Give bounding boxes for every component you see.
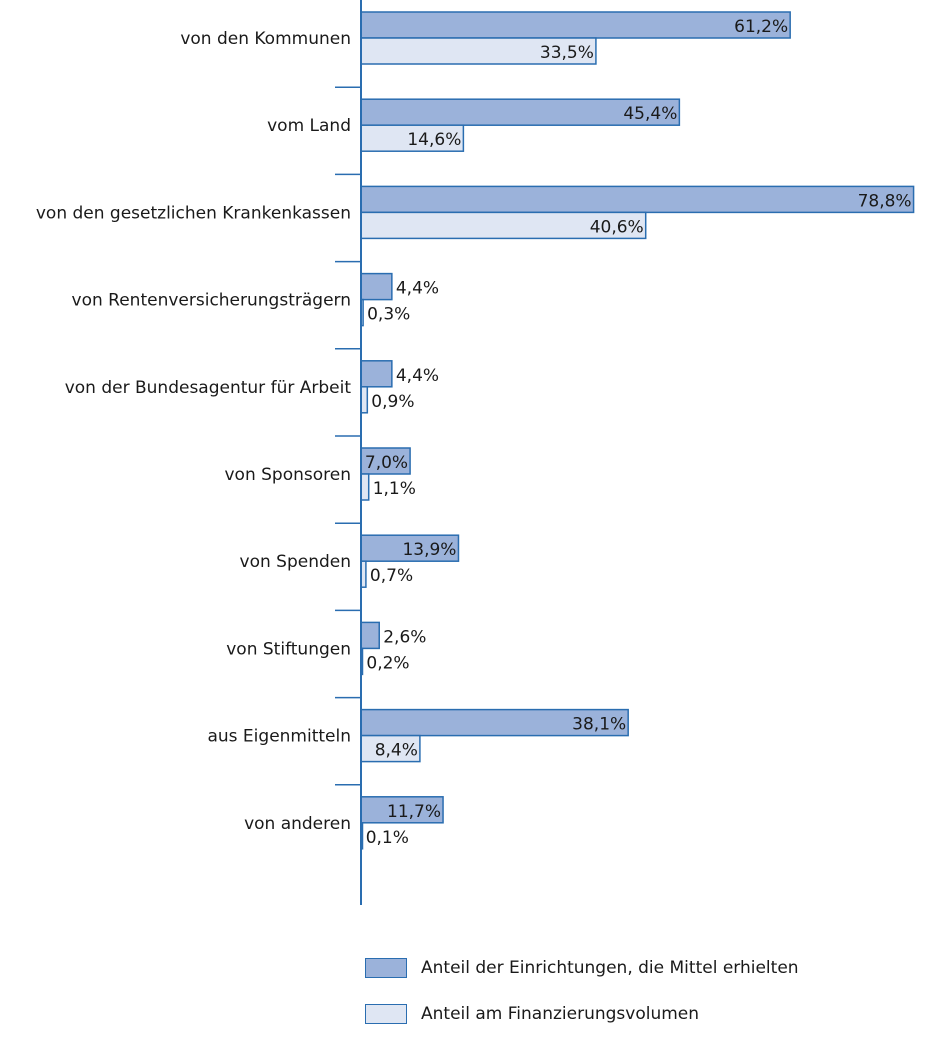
bar-series-1 <box>360 11 791 39</box>
data-label: 1,1% <box>373 479 416 499</box>
data-label: 4,4% <box>396 366 439 386</box>
data-label: 7,0% <box>365 453 408 473</box>
data-label: 33,5% <box>540 43 594 63</box>
data-label: 0,2% <box>366 653 409 673</box>
category-label: von Rentenversicherungsträgern <box>72 291 351 311</box>
bar-series-1 <box>360 185 915 214</box>
data-label: 2,6% <box>383 627 426 647</box>
data-label: 4,4% <box>396 279 439 299</box>
category-label: von den Kommunen <box>180 29 351 49</box>
data-label: 13,9% <box>402 540 456 560</box>
category-label: von anderen <box>244 814 351 834</box>
legend-item-series-2: Anteil am Finanzierungsvolumen <box>365 1002 799 1026</box>
bar-series-1 <box>360 272 393 301</box>
bar-series-1 <box>360 621 380 650</box>
legend-swatch-series-2 <box>365 1004 407 1024</box>
legend-swatch-series-1 <box>365 958 407 978</box>
bar-series-1 <box>360 360 393 388</box>
data-label: 11,7% <box>387 802 441 822</box>
legend-item-series-1: Anteil der Einrichtungen, die Mittel erh… <box>365 956 799 980</box>
data-label: 0,1% <box>366 828 409 848</box>
category-label: von Sponsoren <box>224 465 351 485</box>
data-label: 61,2% <box>734 17 788 37</box>
data-label: 40,6% <box>590 217 644 237</box>
bar-series-2 <box>360 473 370 501</box>
bar-series-1 <box>360 708 629 737</box>
legend-label-series-2: Anteil am Finanzierungsvolumen <box>421 1004 700 1024</box>
bar-series-2 <box>360 734 421 763</box>
category-label: von Spenden <box>240 552 351 572</box>
category-label: von der Bundesagentur für Arbeit <box>65 378 352 398</box>
bar-series-1 <box>360 534 460 562</box>
data-label: 0,3% <box>367 305 410 325</box>
category-label: von den gesetzlichen Krankenkassen <box>36 203 351 223</box>
legend-label-series-1: Anteil der Einrichtungen, die Mittel erh… <box>421 958 799 978</box>
data-label: 0,9% <box>371 392 414 412</box>
legend: Anteil der Einrichtungen, die Mittel erh… <box>365 956 799 1048</box>
category-label: aus Eigenmitteln <box>207 727 351 747</box>
data-label: 0,7% <box>370 566 413 586</box>
bar-chart: von den Kommunen 61,2% 33,5% vom Land 45,4% 1… <box>36 0 915 905</box>
data-label: 8,4% <box>375 741 418 761</box>
data-label: 45,4% <box>623 104 677 124</box>
data-label: 78,8% <box>858 191 912 211</box>
data-label: 38,1% <box>572 715 626 735</box>
category-label: vom Land <box>267 116 351 136</box>
data-label: 14,6% <box>407 130 461 150</box>
category-label: von Stiftungen <box>226 639 351 659</box>
